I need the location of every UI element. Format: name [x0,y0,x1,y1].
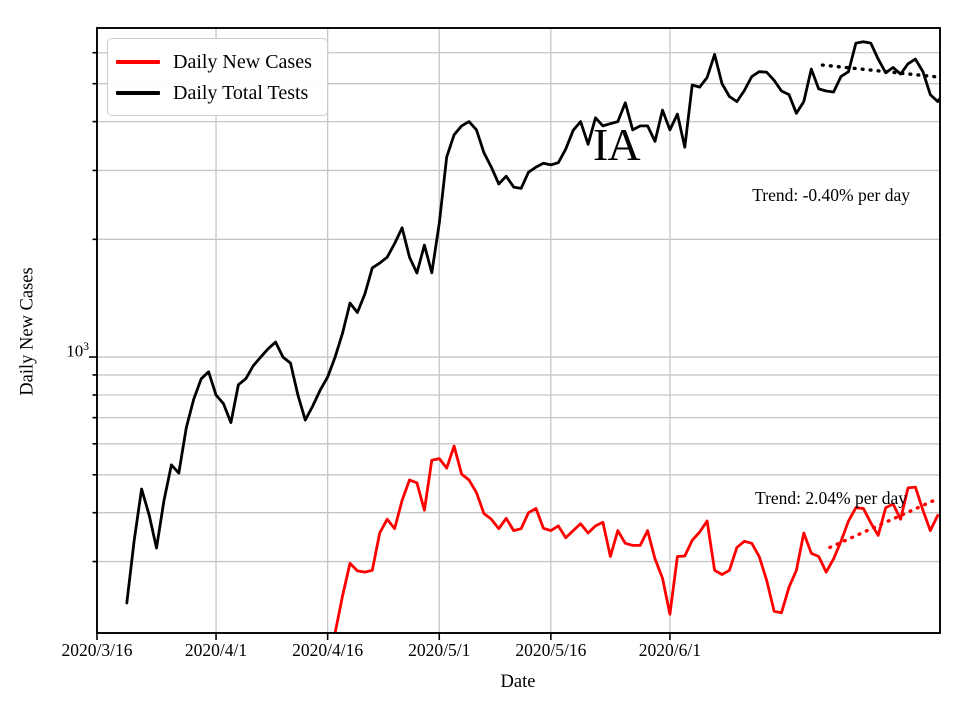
y-tick-label-1000: 103 [56,341,89,362]
x-tick-label: 2020/4/16 [292,640,364,660]
plot-border [96,27,941,634]
state-code-annotation: IA [593,119,641,170]
x-tick-label: 2020/4/1 [184,640,248,660]
series-line-daily-total-tests [125,40,940,605]
black-line-swatch [116,90,160,95]
legend[interactable]: Daily New Cases Daily Total Tests [107,38,328,116]
x-tick-label: 2020/5/16 [515,640,587,660]
legend-item-total-tests: Daily Total Tests [116,77,317,108]
series-line-daily-new-cases [333,444,940,633]
legend-label-total-tests: Daily Total Tests [173,81,309,104]
x-tick-label: 2020/6/1 [638,640,702,660]
red-line-swatch [116,59,160,64]
y-axis-title: Daily New Cases [17,267,38,396]
trend-label-total-tests: Trend: -0.40% per day [752,185,910,205]
x-axis-title: Date [500,672,536,692]
y-tick-base: 10 [66,341,84,361]
legend-label-new-cases: Daily New Cases [173,50,312,73]
trend-label-new-cases: Trend: 2.04% per day [755,488,907,508]
trend-line-daily-total-tests [820,63,940,79]
legend-item-new-cases: Daily New Cases [116,46,317,77]
trend-line-daily-new-cases [828,498,936,550]
x-tick-label: 2020/3/16 [61,640,133,660]
x-tick-label: 2020/5/1 [408,640,471,660]
y-tick-exponent: 3 [83,341,89,353]
